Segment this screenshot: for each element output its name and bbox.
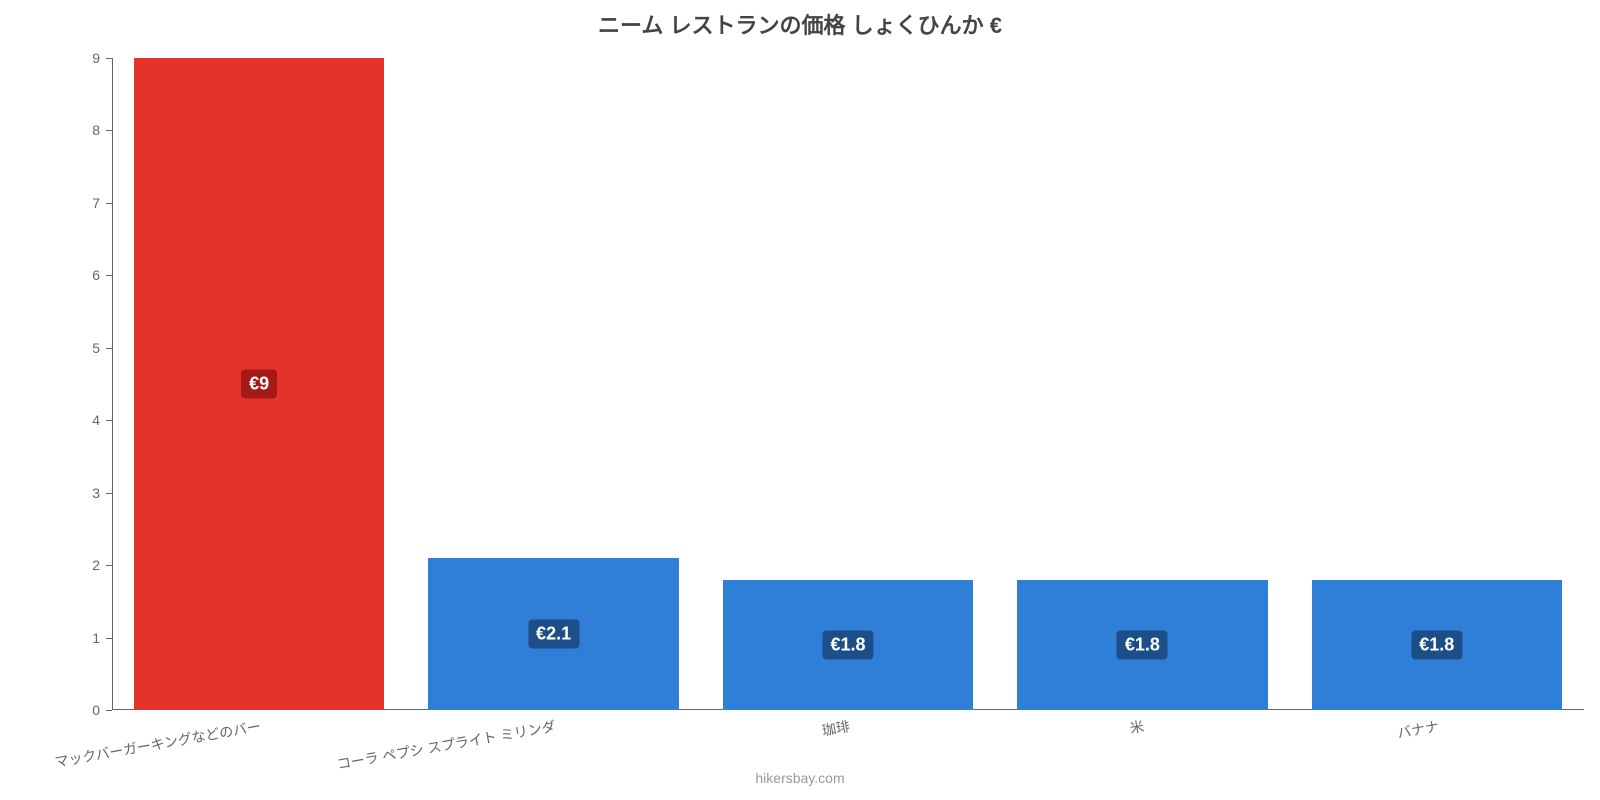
- y-tick-label: 4: [92, 412, 112, 428]
- x-category-label: コーラ ペプシ スプライト ミリンダ: [335, 716, 557, 774]
- bar-value-label: €2.1: [528, 619, 579, 648]
- price-bar-chart: ニーム レストランの価格 しょくひんか € 0123456789€9マックバーガ…: [0, 0, 1600, 800]
- y-tick-label: 6: [92, 267, 112, 283]
- y-tick-label: 7: [92, 195, 112, 211]
- bar-value-label: €1.8: [1411, 630, 1462, 659]
- bar: €2.1: [428, 558, 678, 710]
- y-tick-label: 3: [92, 485, 112, 501]
- plot-area: 0123456789€9マックバーガーキングなどのバー€2.1コーラ ペプシ ス…: [112, 58, 1584, 710]
- y-tick-label: 0: [92, 702, 112, 718]
- chart-title: ニーム レストランの価格 しょくひんか €: [0, 8, 1600, 40]
- bar-value-label: €9: [241, 370, 277, 399]
- bar: €1.8: [1312, 580, 1562, 710]
- bar: €1.8: [1017, 580, 1267, 710]
- bar: €9: [134, 58, 384, 710]
- bar-value-label: €1.8: [1117, 630, 1168, 659]
- y-tick-label: 8: [92, 122, 112, 138]
- y-tick-label: 9: [92, 50, 112, 66]
- attribution-text: hikersbay.com: [0, 770, 1600, 786]
- y-tick-label: 5: [92, 340, 112, 356]
- y-tick-label: 1: [92, 630, 112, 646]
- x-category-label: バナナ: [1395, 716, 1440, 743]
- x-category-label: 米: [1129, 716, 1146, 738]
- bar: €1.8: [723, 580, 973, 710]
- x-category-label: マックバーガーキングなどのバー: [53, 716, 262, 772]
- x-category-label: 珈琲: [820, 716, 851, 741]
- bar-value-label: €1.8: [822, 630, 873, 659]
- y-tick-label: 2: [92, 557, 112, 573]
- y-axis: [112, 58, 113, 710]
